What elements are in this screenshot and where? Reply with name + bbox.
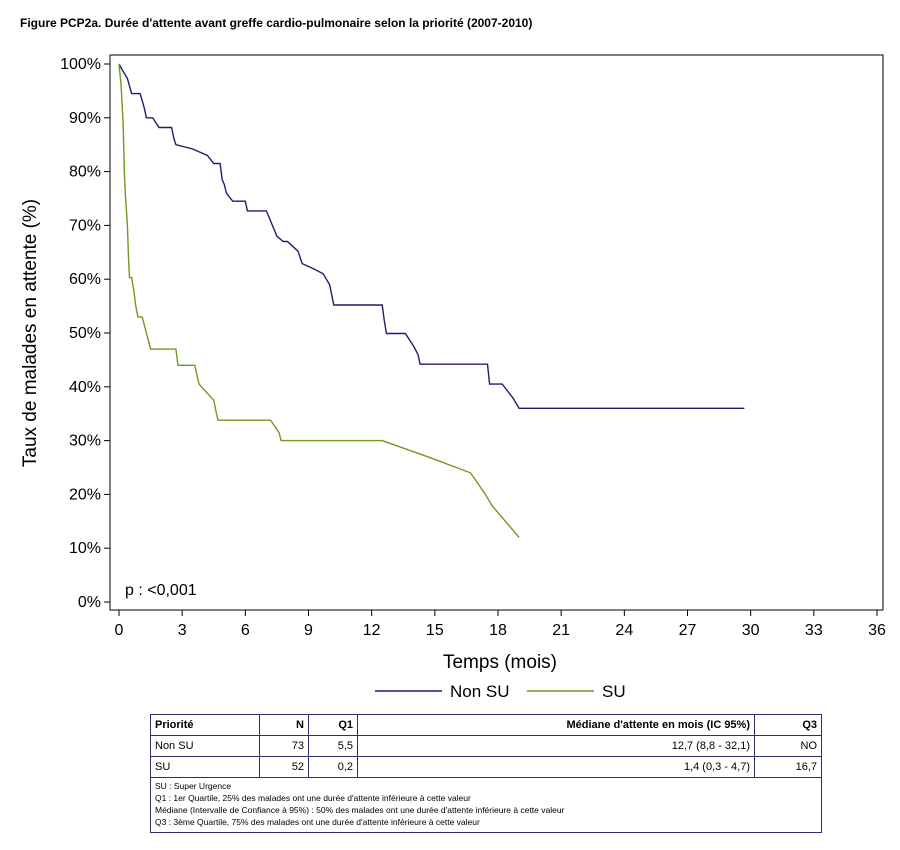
y-tick-label: 90% <box>69 110 101 127</box>
p-value-annotation: p : <0,001 <box>125 582 197 599</box>
x-tick-label: 36 <box>868 622 886 639</box>
y-tick-label: 50% <box>69 325 101 342</box>
series-line-non-su <box>118 63 745 409</box>
header-priorite: Priorité <box>150 714 260 736</box>
cell-priorite: SU <box>150 756 260 778</box>
table-header-row: Priorité N Q1 Médiane d'attente en mois … <box>150 714 822 736</box>
note-line: Q1 : 1er Quartile, 25% des malades ont u… <box>155 793 471 803</box>
y-tick-label: 70% <box>69 217 101 234</box>
header-q1: Q1 <box>308 714 358 736</box>
note-line: Médiane (Intervalle de Confiance à 95%) … <box>155 805 565 815</box>
y-tick-label: 0% <box>78 594 101 611</box>
legend-label-su: SU <box>602 682 626 701</box>
x-tick-label: 0 <box>115 622 124 639</box>
series-line-su <box>118 63 520 538</box>
x-tick-label: 3 <box>178 622 187 639</box>
cell-q3: NO <box>754 735 822 757</box>
x-tick-label: 12 <box>363 622 381 639</box>
cell-n: 73 <box>259 735 309 757</box>
summary-table: Priorité N Q1 Médiane d'attente en mois … <box>150 714 822 833</box>
x-tick-label: 24 <box>615 622 633 639</box>
x-tick-label: 15 <box>426 622 444 639</box>
notes-row: SU : Super Urgence Q1 : 1er Quartile, 25… <box>150 777 822 833</box>
note-line: Q3 : 3ème Quartile, 75% des malades ont … <box>155 817 480 827</box>
y-axis: 0% 10% 20% 30% 40% 50% 60% 70% 80% 90% 100% <box>60 56 110 611</box>
header-mediane: Médiane d'attente en mois (IC 95%) <box>357 714 755 736</box>
x-tick-label: 21 <box>552 622 570 639</box>
x-tick-label: 33 <box>805 622 823 639</box>
x-tick-label: 30 <box>742 622 760 639</box>
y-tick-label: 60% <box>69 271 101 288</box>
legend: Non SU SU <box>375 682 626 701</box>
y-tick-label: 10% <box>69 540 101 557</box>
header-n: N <box>259 714 309 736</box>
series-layer <box>118 63 745 538</box>
header-q3: Q3 <box>754 714 822 736</box>
y-tick-label: 30% <box>69 433 101 450</box>
x-tick-label: 18 <box>489 622 507 639</box>
cell-mediane: 12,7 (8,8 - 32,1) <box>357 735 755 757</box>
x-tick-label: 6 <box>241 622 250 639</box>
y-tick-label: 40% <box>69 379 101 396</box>
figure-title: Figure PCP2a. Durée d'attente avant gref… <box>20 16 533 30</box>
table-notes: SU : Super Urgence Q1 : 1er Quartile, 25… <box>150 777 822 833</box>
cell-n: 52 <box>259 756 309 778</box>
cell-mediane: 1,4 (0,3 - 4,7) <box>357 756 755 778</box>
cell-q1: 0,2 <box>308 756 358 778</box>
x-axis: 0 3 6 9 12 15 18 21 24 27 30 33 36 <box>115 610 886 639</box>
y-axis-title: Taux de malades en attente (%) <box>20 199 41 467</box>
cell-q1: 5,5 <box>308 735 358 757</box>
y-tick-label: 100% <box>60 56 101 73</box>
cell-q3: 16,7 <box>754 756 822 778</box>
x-tick-label: 9 <box>304 622 313 639</box>
legend-label-non-su: Non SU <box>450 682 510 701</box>
survival-chart: 0%10%20%30%40%50%60%70%80%90%100% 0 3 6 9 12… <box>20 54 886 701</box>
note-line: SU : Super Urgence <box>155 781 232 791</box>
x-tick-label: 27 <box>679 622 697 639</box>
x-axis-title: Temps (mois) <box>443 652 557 673</box>
cell-priorite: Non SU <box>150 735 260 757</box>
table-row: SU 52 0,2 1,4 (0,3 - 4,7) 16,7 <box>150 756 822 778</box>
y-tick-label: 80% <box>69 164 101 181</box>
plot-frame <box>109 54 884 611</box>
table-row: Non SU 73 5,5 12,7 (8,8 - 32,1) NO <box>150 735 822 757</box>
y-tick-label: 20% <box>69 486 101 503</box>
